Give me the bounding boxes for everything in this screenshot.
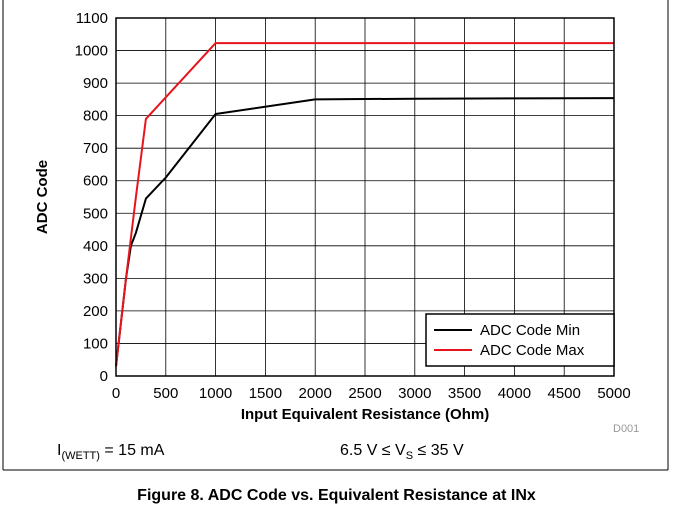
voltage-condition: 6.5 V ≤ VS ≤ 35 V: [340, 442, 464, 462]
x-tick-label: 500: [153, 385, 178, 402]
voltage-prefix: 6.5 V ≤ V: [340, 442, 406, 459]
figure-id-label: D001: [613, 423, 639, 435]
voltage-subscript: S: [405, 450, 414, 463]
current-symbol: I: [57, 442, 62, 459]
y-tick-label: 1100: [76, 10, 108, 27]
current-value: = 15 mA: [99, 442, 165, 459]
current-subscript: (WETT): [61, 450, 100, 463]
y-tick-label: 600: [83, 173, 108, 190]
x-tick-label: 3500: [448, 385, 481, 402]
y-tick-label: 900: [83, 75, 108, 92]
x-axis-label: Input Equivalent Resistance (Ohm): [241, 406, 489, 423]
legend-entry: ADC Code Max: [480, 342, 585, 359]
plot-area-border: [115, 17, 615, 377]
series-line-adc-code-max: [115, 42, 614, 367]
y-tick-label: 1000: [75, 43, 108, 60]
y-tick-label: 200: [83, 303, 108, 320]
chart-series: [115, 42, 615, 367]
x-tick-label: 1000: [199, 385, 232, 402]
legend-box: [425, 313, 615, 367]
current-condition: I(WETT) = 15 mA: [57, 442, 164, 462]
line-chart: 0 500 1000 1500 2000 2500 3000 3500 4000 4500 5000…: [34, 10, 639, 435]
legend-entry: ADC Code Min: [480, 322, 580, 339]
x-tick-label: 4500: [548, 385, 581, 402]
y-axis-label: ADC Code: [34, 160, 51, 234]
x-tick-label: 1500: [249, 385, 282, 402]
y-tick-label: 0: [100, 368, 108, 385]
y-tick-label: 400: [83, 238, 108, 255]
tick-labels: 0 500 1000 1500 2000 2500 3000 3500 4000 4500 5000…: [75, 10, 631, 402]
x-tick-label: 5000: [597, 385, 630, 402]
x-tick-label: 2500: [348, 385, 381, 402]
x-tick-label: 3000: [398, 385, 431, 402]
x-tick-label: 4000: [498, 385, 531, 402]
y-tick-label: 800: [83, 108, 108, 125]
chart-legend: ADC Code Min ADC Code Max: [425, 313, 615, 367]
voltage-range: ≤ 35 V: [413, 442, 464, 459]
y-tick-label: 700: [83, 140, 108, 157]
y-tick-label: 300: [83, 270, 108, 287]
y-tick-label: 500: [83, 205, 108, 222]
x-tick-label: 2000: [299, 385, 332, 402]
x-tick-label: 0: [112, 385, 120, 402]
y-tick-label: 100: [83, 335, 108, 352]
figure-caption: Figure 8. ADC Code vs. Equivalent Resist…: [137, 487, 536, 504]
